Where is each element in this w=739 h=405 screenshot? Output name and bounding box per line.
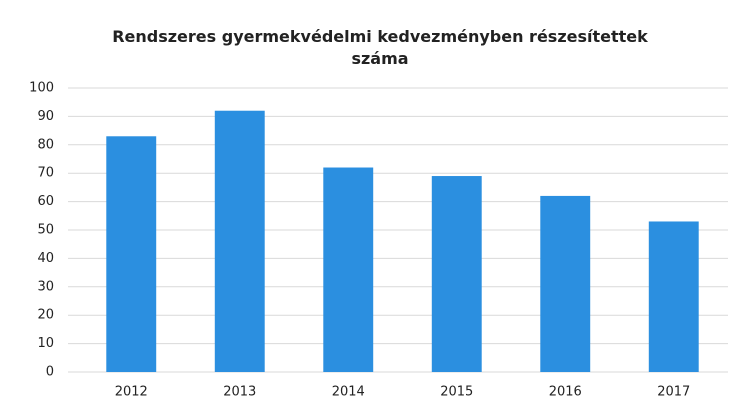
bar [106, 136, 157, 372]
bar [648, 221, 699, 372]
bar [431, 176, 482, 372]
y-tick-label: 70 [37, 166, 54, 181]
x-tick-label: 2014 [332, 385, 365, 400]
y-tick-label: 30 [37, 279, 54, 294]
y-tick-label: 10 [37, 336, 54, 351]
bar [540, 195, 591, 372]
x-tick-label: 2013 [223, 385, 256, 400]
x-tick-label: 2017 [657, 385, 690, 400]
y-tick-label: 0 [46, 365, 54, 380]
y-tick-label: 100 [29, 81, 54, 96]
bar [323, 167, 374, 372]
y-tick-label: 50 [37, 223, 54, 238]
x-tick-label: 2015 [440, 385, 473, 400]
x-tick-label: 2016 [549, 385, 582, 400]
bar [214, 110, 265, 372]
y-tick-label: 60 [37, 194, 54, 209]
y-tick-label: 40 [37, 251, 54, 266]
y-tick-label: 90 [37, 109, 54, 124]
y-tick-label: 20 [37, 308, 54, 323]
chart-title: Rendszeres gyermekvédelmi kedvezményben … [112, 27, 648, 68]
x-tick-label: 2012 [115, 385, 148, 400]
y-tick-label: 80 [37, 137, 54, 152]
